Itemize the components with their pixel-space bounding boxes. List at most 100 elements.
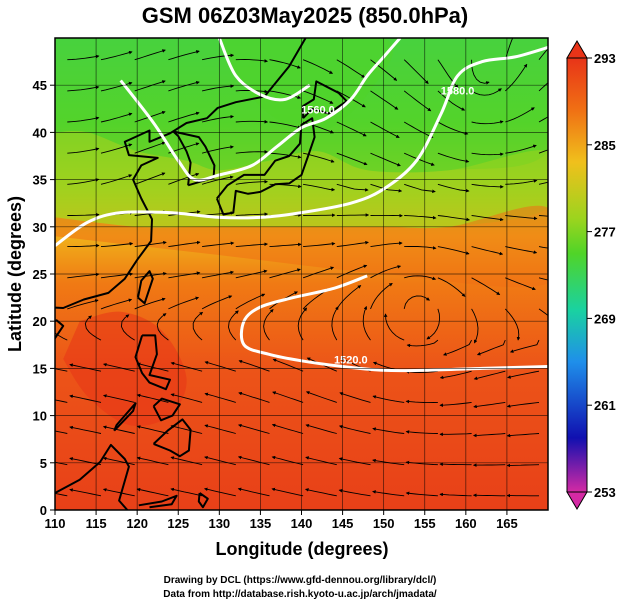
streamline-170 — [235, 150, 269, 154]
streamline-20 — [204, 455, 236, 466]
streamline-90 — [67, 299, 99, 310]
streamline-208 — [504, 63, 528, 92]
streamline-120 — [67, 243, 100, 248]
x-tick-label-160: 160 — [455, 516, 477, 531]
streamline-125 — [235, 242, 269, 248]
y-tick-label-35: 35 — [33, 173, 47, 188]
streamline-18 — [136, 456, 169, 466]
x-tick-label-115: 115 — [86, 516, 107, 531]
coastline-japan — [215, 117, 316, 216]
streamline-105 — [67, 272, 100, 279]
streamline-174 — [370, 152, 401, 167]
streamline-38 — [305, 423, 337, 434]
streamline-167 — [134, 141, 166, 154]
streamline-114 — [370, 265, 402, 279]
streamline-119 — [538, 277, 548, 281]
credit-line-2: Data from http://database.rish.kyoto-u.a… — [163, 589, 437, 600]
streamline-89 — [509, 339, 540, 353]
x-tick-label-150: 150 — [373, 516, 395, 531]
streamline-132 — [471, 246, 504, 256]
grid-lines — [55, 38, 548, 510]
streamline-115 — [404, 275, 437, 281]
streamline-143 — [336, 213, 370, 217]
y-tick-label-15: 15 — [33, 361, 47, 376]
contour-label-2: 1520.0 — [334, 355, 368, 367]
streamline-84 — [362, 305, 371, 341]
streamline-198 — [168, 80, 200, 92]
streamline-146 — [437, 215, 471, 222]
streamline-36 — [238, 423, 270, 434]
streamline-212 — [134, 49, 166, 61]
x-tick-label-110: 110 — [45, 516, 66, 531]
coastline-china-coast — [55, 38, 307, 309]
streamline-56 — [405, 399, 438, 404]
streamline-55 — [372, 395, 405, 403]
streamline-66 — [238, 359, 270, 372]
streamline-217 — [302, 59, 334, 74]
streamline-161 — [437, 183, 470, 193]
streamline-67 — [272, 358, 304, 372]
streamline-162 — [471, 183, 504, 189]
coastline-borneo-north — [55, 443, 130, 510]
colorbar-bottom-triangle — [566, 491, 588, 510]
streamline-28 — [472, 463, 506, 467]
streamline-177 — [471, 152, 504, 157]
streamline-158 — [336, 183, 369, 192]
y-tick-label-30: 30 — [33, 220, 47, 235]
streamline-190 — [403, 121, 434, 138]
streamline-34 — [170, 424, 203, 434]
streamline-155 — [235, 179, 269, 185]
streamline-10 — [372, 490, 405, 497]
y-tick-label-10: 10 — [33, 409, 47, 424]
streamline-149 — [538, 215, 548, 217]
coastline-hokkaido — [302, 80, 348, 119]
x-tick-label-120: 120 — [126, 516, 148, 531]
x-tick-label-135: 135 — [250, 516, 272, 531]
streamline-27 — [439, 462, 472, 466]
streamline-45 — [55, 399, 68, 403]
coastline-visayas — [152, 397, 181, 422]
streamline-181 — [100, 112, 133, 123]
streamline-72 — [439, 370, 472, 380]
streamline-13 — [472, 493, 506, 498]
streamline-147 — [471, 215, 504, 222]
streamline-171 — [269, 152, 302, 159]
streamline-214 — [202, 53, 235, 61]
streamline-75 — [55, 332, 68, 341]
streamline-124 — [202, 241, 235, 248]
streamline-47 — [102, 394, 135, 403]
streamline-2 — [102, 488, 135, 497]
streamline-102 — [471, 308, 479, 344]
streamline-39 — [338, 425, 371, 434]
streamline-44 — [506, 433, 540, 438]
streamline-195 — [67, 85, 100, 92]
streamline-15 — [55, 461, 68, 466]
credit-line-1: Drawing by DCL (https://www.gfd-dennou.o… — [164, 575, 437, 586]
streamline-108 — [168, 271, 201, 279]
streamline-130 — [404, 245, 437, 250]
colorbar-top-triangle — [566, 40, 588, 59]
streamline-30 — [55, 430, 68, 434]
streamline-62 — [102, 362, 135, 372]
streamline-59 — [506, 401, 540, 408]
streamline-6 — [237, 487, 270, 497]
y-tick-label-45: 45 — [33, 78, 47, 93]
streamline-126 — [269, 242, 302, 248]
streamline-60 — [55, 368, 68, 372]
streamline-24 — [338, 457, 371, 466]
y-tick-label-0: 0 — [40, 503, 47, 518]
streamline-52 — [272, 391, 304, 403]
coastlines — [55, 38, 348, 510]
streamline-196 — [100, 81, 133, 92]
streamline-201 — [269, 90, 302, 99]
streamline-94 — [201, 295, 233, 310]
streamline-19 — [170, 456, 203, 466]
streamline-0 — [55, 492, 68, 497]
streamline-186 — [269, 121, 302, 129]
streamline-180 — [67, 116, 100, 123]
streamline-73 — [473, 370, 506, 381]
y-tick-label-25: 25 — [33, 267, 47, 282]
coastline-korea — [172, 130, 216, 187]
streamline-42 — [439, 432, 472, 437]
streamline-23 — [305, 456, 337, 466]
